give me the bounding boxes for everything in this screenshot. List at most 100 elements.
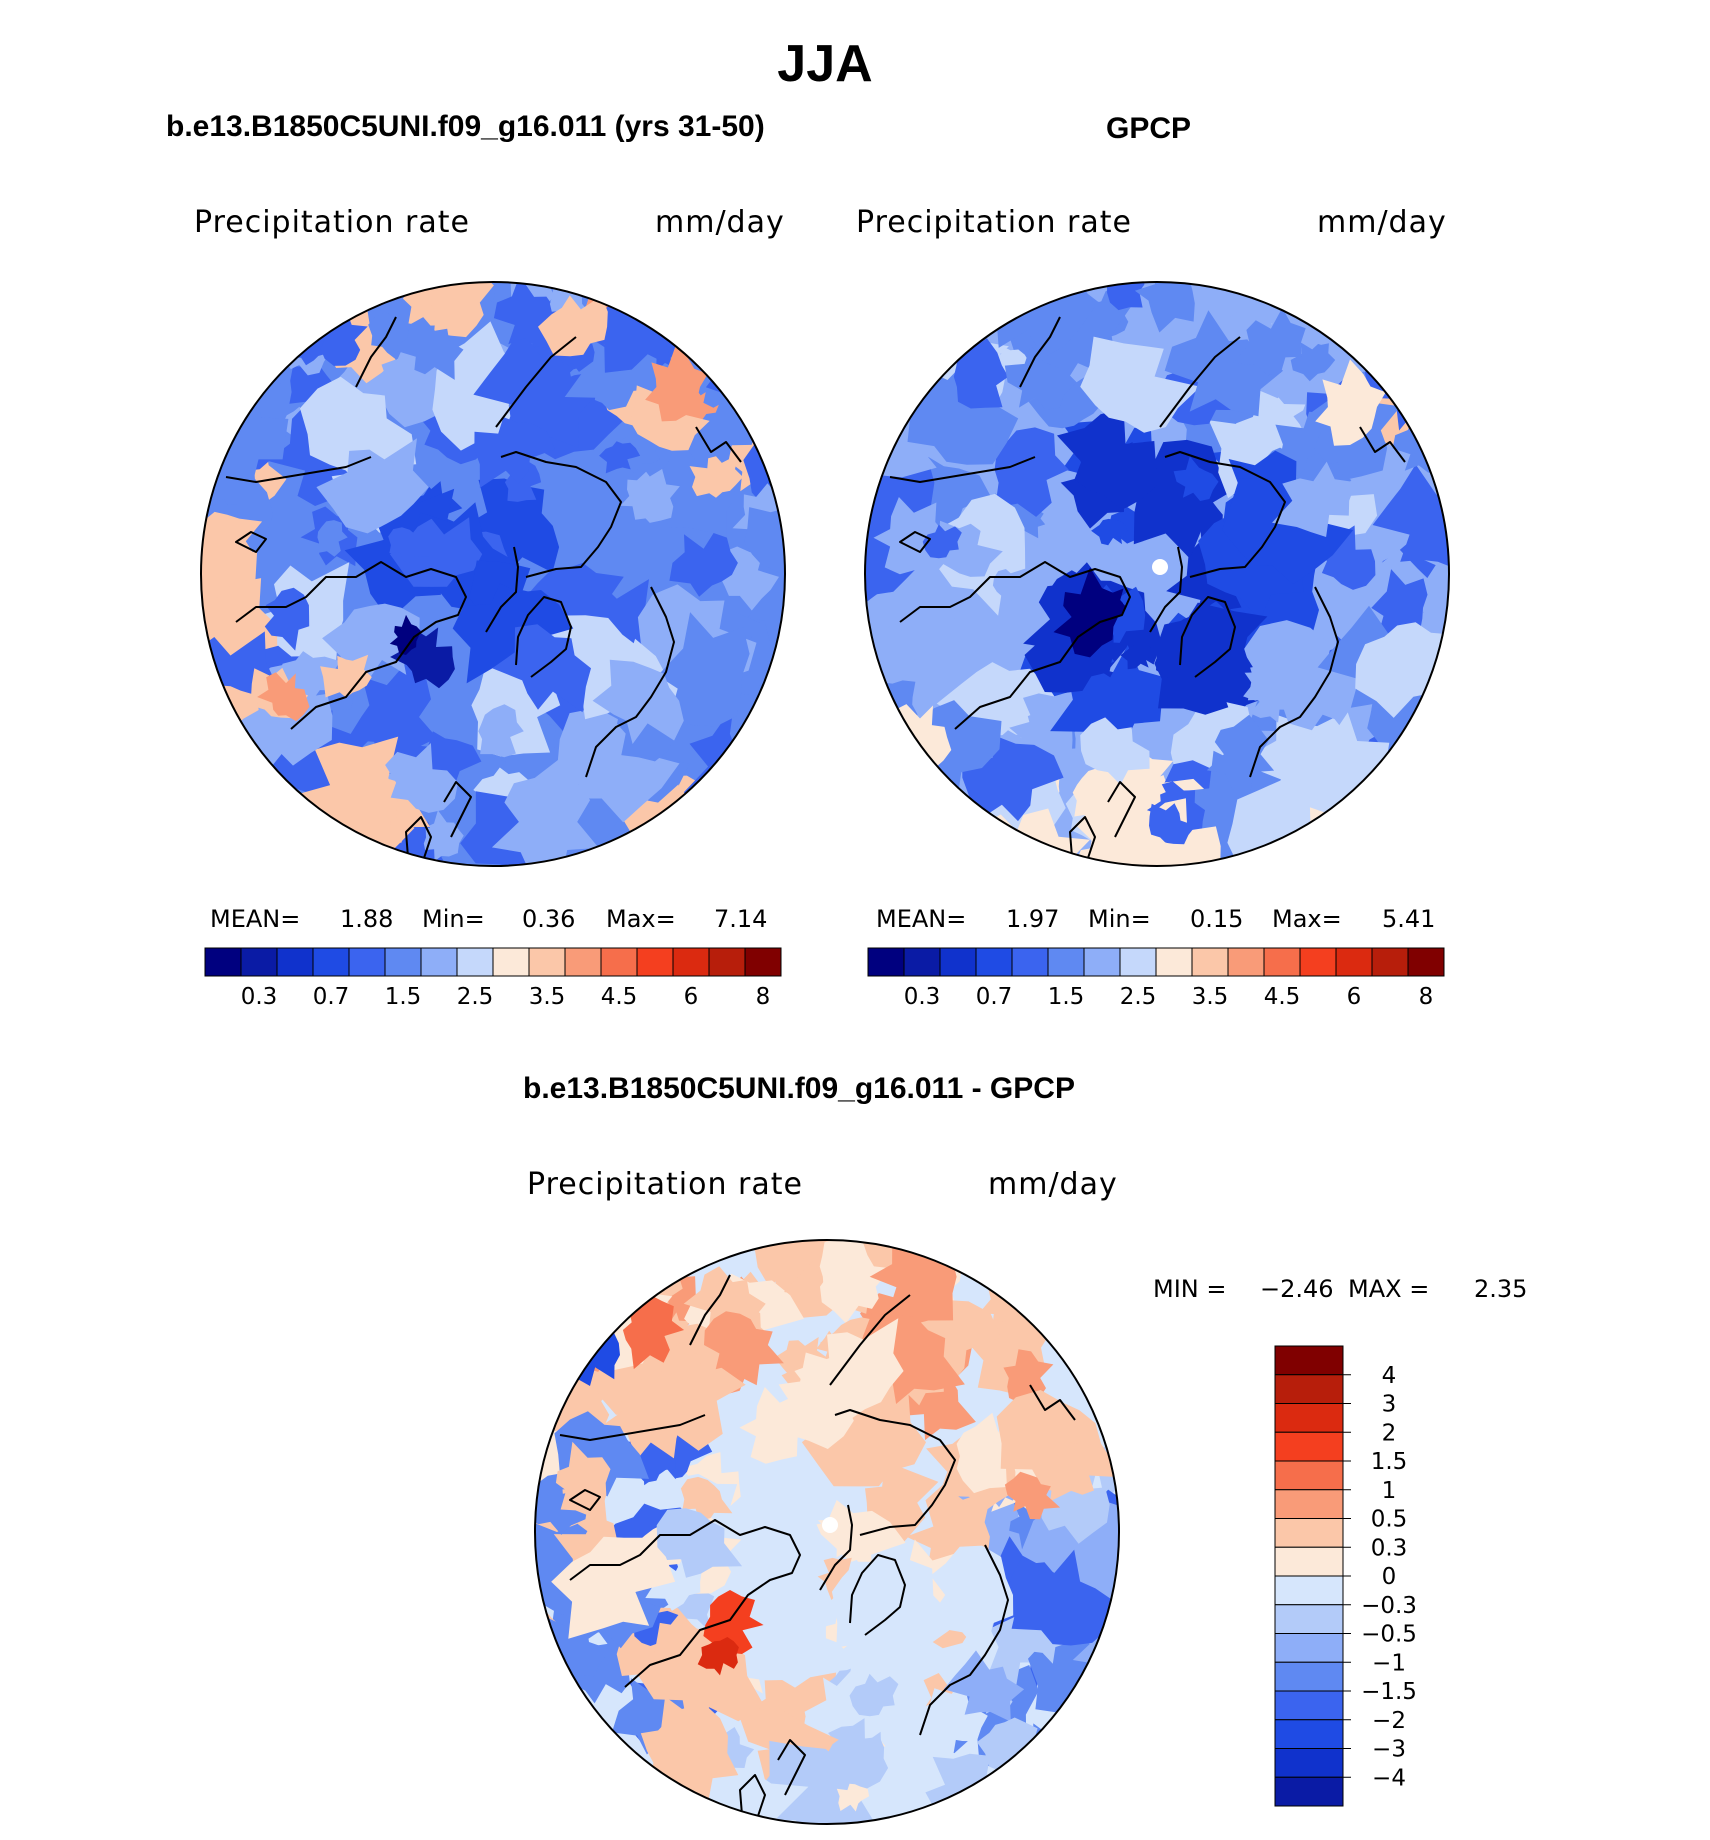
field-patch <box>636 469 680 523</box>
field-patch <box>930 1682 988 1742</box>
field-patch <box>1156 602 1268 697</box>
field-patch <box>930 1545 1014 1659</box>
field-patch <box>423 827 459 862</box>
colorbar-box <box>1274 1633 1344 1663</box>
colorbar-box <box>420 947 458 977</box>
panel-3-colorbar: 4 32 1.5 1 0.50.3 0 −0.3 −0.5−1 −1.5 −2 −3−4 <box>1274 1345 1417 1807</box>
field-patch <box>201 785 281 866</box>
field-patch <box>778 1352 862 1449</box>
panel-2-polar-map <box>864 281 1450 867</box>
field-patch <box>865 282 973 354</box>
colorbar-box <box>1407 947 1445 977</box>
field-patch <box>656 1508 743 1578</box>
field-patch <box>1328 817 1409 866</box>
field-patch <box>317 520 348 557</box>
field-patch <box>535 1473 589 1535</box>
field-patch <box>897 795 979 866</box>
colorbar-box <box>1083 947 1121 977</box>
field-patch <box>303 282 347 315</box>
field-patch <box>1080 717 1150 785</box>
colorbar-box <box>672 947 710 977</box>
coastline <box>235 561 467 730</box>
coastline <box>739 1774 766 1824</box>
field-patch <box>464 478 560 579</box>
field-patch <box>201 751 276 815</box>
panel-1-max-value: 7.14 <box>714 905 768 933</box>
field-patch <box>865 799 892 831</box>
coastline <box>235 531 267 553</box>
colorbar-box <box>1191 947 1229 977</box>
colorbar-box <box>1274 1489 1344 1519</box>
field-patch <box>1073 827 1170 866</box>
coastline <box>819 1504 853 1591</box>
colorbar-box <box>204 947 242 977</box>
coastline <box>405 816 432 866</box>
coastlines <box>559 1274 1076 1824</box>
colorbar-box <box>744 947 782 977</box>
colorbar-tick-label: −1.5 <box>1361 1679 1417 1705</box>
field-patch <box>644 828 696 866</box>
coastline <box>585 586 675 778</box>
colorbar-box <box>312 947 350 977</box>
field-patch <box>1206 714 1275 796</box>
colorbar-tick-label: 6 <box>1347 984 1362 1010</box>
colorbar-box <box>1274 1690 1344 1721</box>
colorbar-box <box>1274 1604 1344 1634</box>
field-patch <box>806 1731 889 1802</box>
colorbar-box <box>492 947 530 977</box>
field-patch <box>551 1536 676 1639</box>
panel-1-mean-value: 1.88 <box>340 905 394 933</box>
field-patch <box>201 282 242 309</box>
colorbar-box <box>939 947 977 977</box>
field-patch <box>1173 456 1219 501</box>
coastline <box>689 1274 731 1346</box>
colorbar-box <box>1011 947 1049 977</box>
colorbar-tick-label: 0.3 <box>241 984 278 1010</box>
coastline <box>495 336 577 428</box>
colorbar-tick-label: 8 <box>756 984 771 1010</box>
panel-3-min-label: MIN = <box>1153 1275 1227 1303</box>
field-patch <box>1134 282 1196 333</box>
coastline <box>919 1544 1009 1736</box>
field-patch <box>535 1262 574 1324</box>
field-patch <box>535 1688 598 1792</box>
field-patch <box>1156 282 1245 341</box>
colorbar-tick-label: 2.5 <box>457 984 494 1010</box>
field-patch <box>246 823 279 861</box>
field-patch <box>1058 1762 1119 1824</box>
coastline <box>1107 781 1136 838</box>
field-patch <box>873 497 937 575</box>
coastline <box>485 546 519 633</box>
colorbar-box <box>1274 1719 1344 1749</box>
field-patch <box>316 438 429 534</box>
pole-marker <box>822 1517 838 1533</box>
field-patch <box>903 343 938 390</box>
panel-1-max-label: Max= <box>606 905 676 933</box>
field-patch <box>538 295 608 357</box>
field-patch <box>922 524 962 559</box>
colorbar-box <box>1274 1431 1344 1462</box>
field-patch <box>1358 296 1412 350</box>
field-patch <box>535 1751 577 1805</box>
coastline <box>829 1294 911 1386</box>
field-patch <box>1132 439 1230 559</box>
field-patch <box>1008 1761 1072 1824</box>
field-patch <box>1198 512 1304 620</box>
field-patch <box>891 282 984 339</box>
coastline <box>889 456 1036 483</box>
colorbar-tick-label: −4 <box>1372 1765 1406 1791</box>
coastline <box>899 561 1131 730</box>
field-patch <box>1371 569 1428 639</box>
panel-2-min-label: Min= <box>1088 905 1151 933</box>
coastlines <box>889 316 1406 866</box>
field-patch <box>201 282 249 373</box>
field-patch <box>1120 643 1155 670</box>
coastline <box>1159 336 1241 428</box>
colorbar-box <box>456 947 494 977</box>
colorbar-box <box>867 947 905 977</box>
colorbar-box <box>1274 1575 1344 1606</box>
colorbar-box <box>240 947 278 977</box>
field-patch <box>1120 798 1221 866</box>
field-patch <box>740 810 785 866</box>
coastline <box>834 1409 956 1536</box>
